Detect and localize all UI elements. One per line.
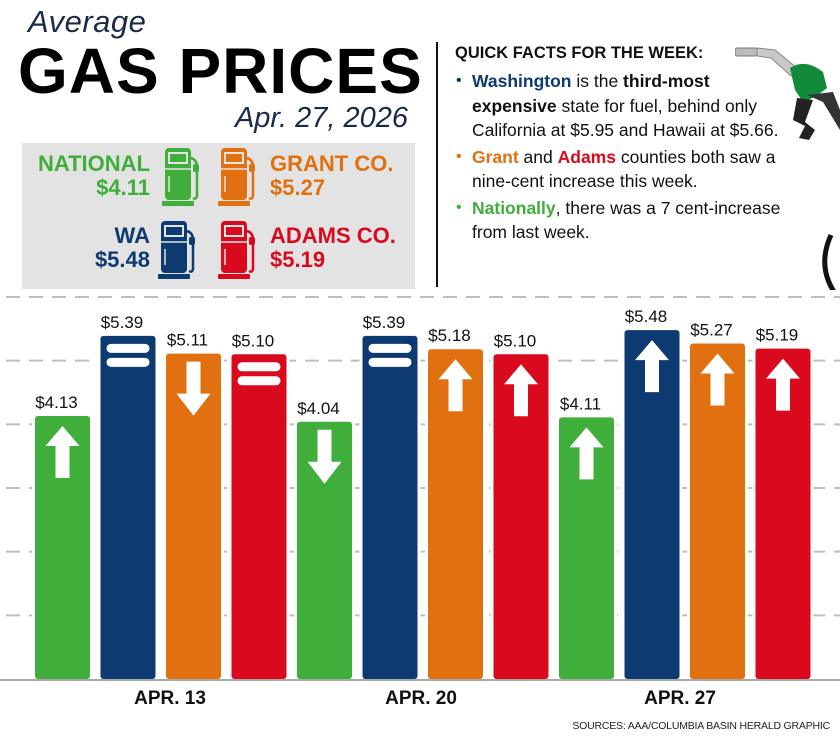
- legend-price: $5.27: [270, 175, 326, 200]
- fact-text: state for fuel, behind only California a…: [472, 95, 779, 141]
- fact-text: is the: [571, 71, 624, 91]
- fact-text: counties both saw a nine-cent increase t…: [472, 146, 776, 192]
- source-credit: SOURCES: AAA/COLUMBIA BASIN HERALD GRAPH…: [572, 720, 830, 732]
- value-label: $5.11: [167, 331, 208, 350]
- bar: [362, 335, 418, 679]
- legend-price: $5.19: [270, 247, 326, 272]
- divider: [436, 42, 438, 287]
- fact-text: Grant: [472, 146, 519, 167]
- legend-label: WA: [114, 223, 150, 248]
- value-label: $4.04: [297, 399, 340, 418]
- equal-icon: [106, 343, 150, 367]
- fact-text: , there was a 7 cent-increase from last …: [472, 197, 781, 243]
- legend-grant: GRANT CO. $5.27: [270, 152, 393, 200]
- facts-heading: QUICK FACTS FOR THE WEEK:: [455, 44, 704, 62]
- legend-label: ADAMS CO.: [270, 223, 396, 248]
- title-kicker: Average: [28, 4, 147, 39]
- legend-price: $5.48: [94, 247, 150, 272]
- bar: [166, 353, 221, 679]
- value-label: $4.13: [35, 393, 78, 412]
- up-arrow-icon: [635, 340, 669, 393]
- fact-text: Nationally: [472, 197, 556, 218]
- legend-national: NATIONAL $4.11: [38, 152, 150, 200]
- value-label: $5.18: [428, 326, 471, 345]
- x-tick-label: APR. 20: [385, 688, 457, 709]
- down-arrow-icon: [176, 361, 211, 416]
- up-arrow-icon: [438, 359, 473, 412]
- down-arrow-icon: [307, 429, 342, 484]
- x-tick-label: APR. 13: [134, 688, 206, 709]
- fact-text: Adams: [557, 146, 616, 167]
- bar: [493, 354, 549, 679]
- fact-item: • Grant and Adams counties both saw a nin…: [455, 145, 795, 194]
- legend-adams: ADAMS CO. $5.19: [270, 224, 396, 272]
- page-title: GAS PRICES: [18, 35, 423, 107]
- legend-price: $4.11: [96, 175, 150, 200]
- legend-label: NATIONAL: [37, 151, 150, 176]
- fact-item: • Washington is the third-most expensive …: [455, 69, 795, 143]
- legend-label: GRANT CO.: [270, 151, 394, 176]
- bar: [690, 343, 745, 679]
- fact-text: third-most expensive: [472, 71, 710, 116]
- bar: [231, 354, 287, 679]
- value-label: $5.48: [625, 307, 668, 326]
- up-arrow-icon: [569, 427, 604, 480]
- equal-icon: [237, 362, 281, 386]
- value-label: $5.10: [232, 331, 275, 350]
- fuel-nozzle-icon: [735, 47, 840, 290]
- fact-text: Washington: [472, 71, 572, 91]
- fact-text: and: [518, 146, 558, 167]
- gas-pump-icon: [162, 148, 202, 206]
- bullet-icon: •: [456, 147, 462, 165]
- bar: [35, 416, 90, 679]
- legend-wa: WA $5.48: [95, 224, 150, 272]
- bar: [559, 417, 614, 679]
- date-label: Apr. 27, 2026: [234, 102, 408, 134]
- up-arrow-icon: [766, 358, 800, 411]
- facts-list: • Washington is the third-most expensive …: [455, 69, 795, 245]
- value-label: $5.10: [494, 331, 537, 350]
- bar: [428, 349, 483, 679]
- x-tick-label: APR. 27: [644, 688, 716, 709]
- bar-chart: $4.13 $5.39 $5.11 $5.10 $4.04 $5.39 $5.18 $5.10…: [0, 296, 840, 681]
- fact-item: • Nationally, there was a 7 cent-increase…: [455, 196, 795, 245]
- bar: [624, 330, 680, 679]
- value-label: $5.39: [101, 313, 144, 332]
- up-arrow-icon: [700, 353, 735, 406]
- value-label: $5.39: [363, 313, 406, 332]
- bullet-icon: •: [456, 72, 462, 89]
- bullet-icon: •: [456, 198, 462, 216]
- up-arrow-icon: [504, 364, 538, 417]
- gas-pump-icon: [158, 221, 198, 279]
- bar: [100, 335, 156, 679]
- quick-facts: QUICK FACTS FOR THE WEEK: • Washington is…: [455, 44, 795, 247]
- price-legend: NATIONAL $4.11 GRANT CO. $5.27 WA $5.48: [22, 143, 415, 289]
- gas-pump-icon: [218, 221, 258, 279]
- bar: [755, 348, 811, 679]
- equal-icon: [368, 343, 412, 367]
- value-label: $5.27: [690, 320, 733, 339]
- up-arrow-icon: [45, 426, 80, 479]
- gas-pump-icon: [218, 148, 258, 206]
- value-label: $5.19: [756, 326, 799, 345]
- bar: [297, 421, 352, 679]
- value-label: $4.11: [560, 394, 601, 413]
